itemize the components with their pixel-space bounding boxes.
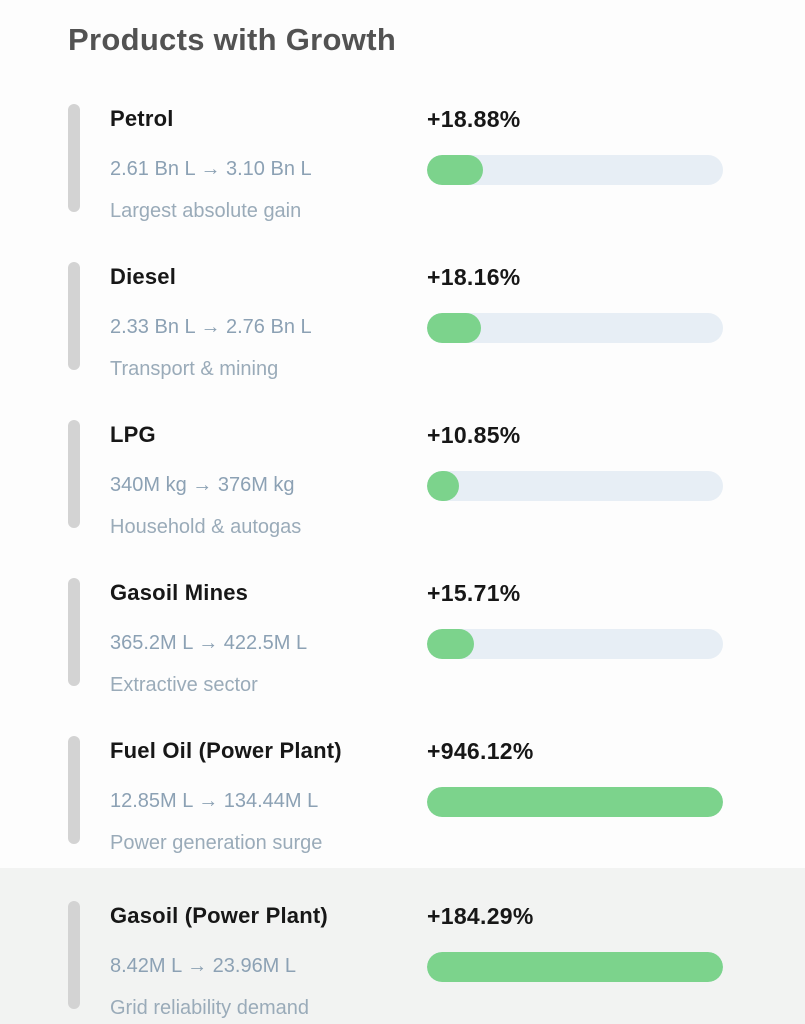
product-row-lpg: LPG 340M kg → 376M kg Household & autoga… [68, 420, 723, 540]
product-row-fuel-oil-power-plant: Fuel Oil (Power Plant) 12.85M L → 134.44… [68, 736, 723, 856]
bottom-section-background [0, 868, 805, 1024]
product-name: Gasoil Mines [110, 580, 249, 605]
product-note: Extractive sector [110, 674, 258, 696]
accent-bar [68, 104, 80, 212]
product-name: Fuel Oil (Power Plant) [110, 738, 342, 763]
progress-bar-fill [427, 952, 723, 982]
accent-bar [68, 736, 80, 844]
product-volume-range: 2.33 Bn L → 2.76 Bn L [110, 316, 312, 338]
growth-percent: +184.29% [427, 903, 534, 929]
product-note: Power generation surge [110, 832, 323, 854]
product-note: Grid reliability demand [110, 997, 309, 1019]
product-note: Largest absolute gain [110, 200, 302, 222]
growth-percent: +10.85% [427, 422, 521, 448]
product-row-diesel: Diesel 2.33 Bn L → 2.76 Bn L Transport &… [68, 262, 723, 382]
progress-bar-fill [427, 629, 474, 659]
product-row-gasoil-power-plant: Gasoil (Power Plant) 8.42M L → 23.96M L … [68, 901, 723, 1021]
product-note: Household & autogas [110, 516, 302, 538]
progress-bar-fill [427, 313, 481, 343]
progress-bar-track [427, 952, 723, 982]
accent-bar [68, 578, 80, 686]
product-row-petrol: Petrol 2.61 Bn L → 3.10 Bn L Largest abs… [68, 104, 723, 224]
growth-percent: +18.16% [427, 264, 521, 290]
product-note: Transport & mining [110, 358, 279, 380]
product-name: Diesel [110, 264, 177, 289]
accent-bar [68, 420, 80, 528]
product-volume-range: 2.61 Bn L → 3.10 Bn L [110, 158, 312, 180]
product-name: Gasoil (Power Plant) [110, 903, 328, 928]
product-volume-range: 8.42M L → 23.96M L [110, 955, 297, 977]
progress-bar-track [427, 313, 723, 343]
growth-percent: +18.88% [427, 106, 521, 132]
progress-bar-track [427, 155, 723, 185]
product-volume-range: 365.2M L → 422.5M L [110, 632, 308, 654]
progress-bar-track [427, 471, 723, 501]
product-row-gasoil-mines: Gasoil Mines 365.2M L → 422.5M L Extract… [68, 578, 723, 698]
product-name: LPG [110, 422, 156, 447]
progress-bar-fill [427, 787, 723, 817]
progress-bar-track [427, 787, 723, 817]
growth-percent: +946.12% [427, 738, 534, 764]
progress-bar-fill [427, 471, 460, 501]
product-name: Petrol [110, 106, 174, 131]
product-volume-range: 12.85M L → 134.44M L [110, 790, 319, 812]
progress-bar-fill [427, 155, 483, 185]
growth-percent: +15.71% [427, 580, 521, 606]
product-volume-range: 340M kg → 376M kg [110, 474, 295, 496]
accent-bar [68, 901, 80, 1009]
accent-bar [68, 262, 80, 370]
page-title: Products with Growth [68, 22, 397, 57]
progress-bar-track [427, 629, 723, 659]
